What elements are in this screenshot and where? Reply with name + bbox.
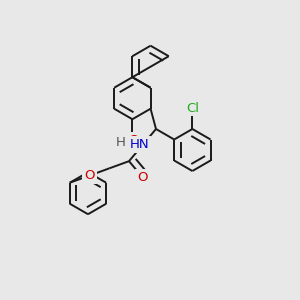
Text: Cl: Cl — [186, 101, 199, 115]
Text: O: O — [128, 134, 139, 147]
Text: O: O — [137, 171, 148, 184]
Text: O: O — [84, 169, 95, 182]
Text: HN: HN — [130, 138, 149, 151]
Text: H: H — [116, 136, 126, 149]
